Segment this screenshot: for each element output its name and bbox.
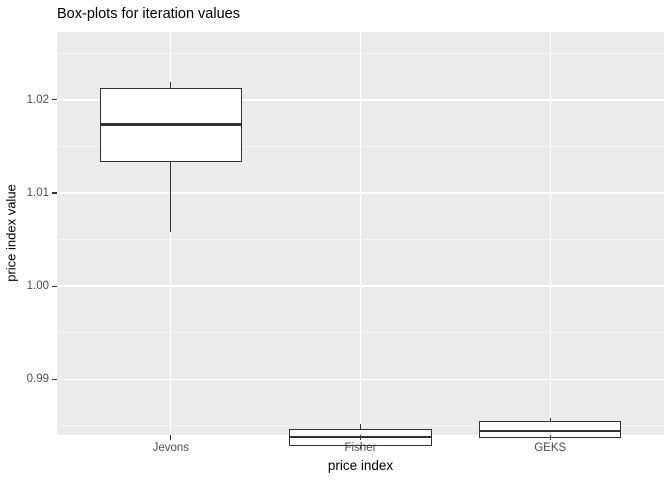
x-gridline-major — [359, 32, 362, 435]
y-tick-label: 1.00 — [26, 280, 49, 293]
median-line-jevons — [99, 123, 242, 126]
x-axis-title: price index — [327, 458, 394, 473]
x-tick-mark — [549, 435, 551, 440]
whisker-upper-jevons — [170, 81, 172, 89]
y-tick-mark — [52, 99, 57, 101]
y-tick-mark — [52, 285, 57, 287]
plot-panel — [57, 32, 664, 450]
y-tick-mark — [52, 192, 57, 194]
median-line-geks — [479, 429, 622, 432]
whisker-lower-fisher — [359, 445, 362, 450]
whisker-upper-geks — [549, 417, 551, 422]
whisker-upper-fisher — [359, 424, 362, 429]
x-tick-mark — [359, 435, 362, 440]
y-tick-label: 0.99 — [26, 373, 49, 386]
y-tick-label: 1.01 — [26, 187, 49, 199]
x-tick-mark — [170, 435, 172, 440]
x-gridline-major — [549, 32, 551, 435]
x-tick-label: GEKS — [534, 442, 567, 454]
y-tick-mark — [52, 378, 57, 380]
plot-title: Box-plots for iteration values — [57, 6, 240, 22]
x-gridline-major — [170, 32, 172, 435]
x-tick-label: Jevons — [152, 442, 190, 454]
y-tick-label: 1.02 — [26, 93, 49, 106]
whisker-lower-jevons — [170, 161, 172, 233]
x-tick-label: Fisher — [344, 442, 377, 454]
